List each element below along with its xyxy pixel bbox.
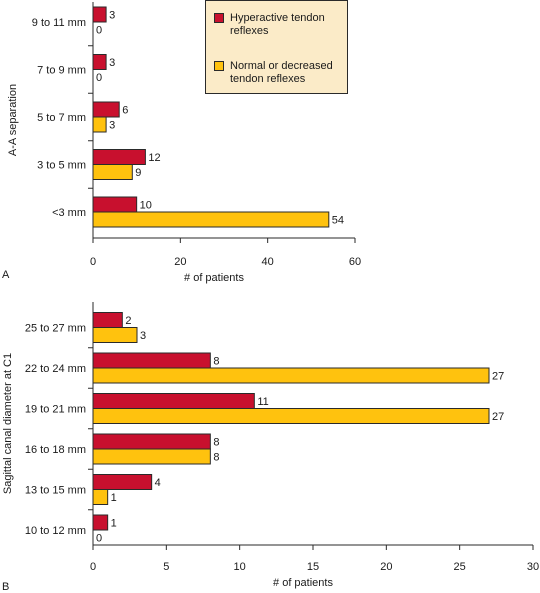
chart-b-bar-normal [92, 489, 109, 505]
chart-a-panel-label: A [2, 269, 10, 281]
chart-a-data-label: 54 [332, 215, 344, 227]
legend-swatch-hyperactive [214, 13, 224, 23]
chart-b-data-label: 27 [492, 411, 504, 423]
chart-b-x-tick-label: 15 [307, 561, 319, 573]
legend-label-normal: Normal or decreased tendon reflexes [230, 60, 333, 85]
chart-a-category-label: 9 to 11 mm [32, 17, 86, 29]
chart-b-data-label: 8 [213, 356, 219, 368]
chart-a-bar-hyperactive [92, 54, 107, 70]
chart-b-bar-hyperactive [92, 433, 211, 450]
chart-a-category-label: 5 to 7 mm [37, 112, 86, 124]
chart-a-data-label: 3 [109, 120, 115, 132]
chart-b-bar-normal [92, 327, 138, 343]
chart-a-bar-hyperactive [92, 196, 138, 213]
chart-a-bar-normal [92, 211, 330, 228]
chart-b-x-axis-title: # of patients [273, 577, 333, 589]
chart-b-data-label: 8 [213, 437, 219, 449]
chart-a-data-label: 9 [135, 167, 141, 179]
chart-b-data-label: 8 [213, 452, 219, 464]
chart-a-y-axis-title: A-A separation [7, 84, 19, 156]
chart-b-data-label: 0 [96, 533, 102, 545]
chart-b-bar-hyperactive [92, 312, 123, 328]
chart-b-x-tick-label: 25 [454, 561, 466, 573]
chart-a-bar-hyperactive [92, 149, 146, 165]
chart-a-data-label: 3 [109, 10, 115, 22]
chart-a-category-label: <3 mm [52, 207, 86, 219]
chart-a-x-tick-label: 20 [174, 256, 186, 268]
chart-a-bar-normal [92, 164, 133, 180]
chart-b-data-label: 1 [111, 492, 117, 504]
chart-b-data-label: 1 [111, 518, 117, 530]
chart-a-x-tick-label: 60 [349, 256, 361, 268]
chart-b-data-label: 27 [492, 371, 504, 383]
chart-b-bar-hyperactive [92, 393, 255, 409]
chart-a-bar-hyperactive [92, 6, 107, 23]
chart-a-category-label: 7 to 9 mm [37, 65, 86, 77]
chart-b-x-tick-label: 30 [527, 561, 539, 573]
chart-b-data-label: 2 [125, 315, 131, 327]
chart-a-data-label: 6 [122, 105, 128, 117]
chart-b-bar-hyperactive [92, 514, 109, 531]
chart-a-category-label: 3 to 5 mm [37, 160, 86, 172]
chart-b-category-label: 10 to 12 mm [25, 525, 86, 537]
chart-b-category-label: 25 to 27 mm [25, 323, 86, 335]
chart-b-panel-label: B [2, 581, 9, 593]
legend-swatch-normal [214, 61, 224, 71]
chart-b-x-tick-label: 5 [163, 561, 169, 573]
legend-label-hyperactive: Hyperactive tendon reflexes [230, 12, 325, 37]
chart-b-x-tick-label: 20 [380, 561, 392, 573]
chart-b-category-label: 22 to 24 mm [25, 363, 86, 375]
chart-a-data-label: 3 [109, 57, 115, 69]
chart-b-bar-normal [92, 448, 211, 465]
chart-a-data-label: 0 [96, 25, 102, 37]
chart-a-bar-normal [92, 116, 107, 133]
chart-a-data-label: 12 [148, 152, 160, 164]
chart-b-x-tick-label: 10 [234, 561, 246, 573]
chart-a-bar-hyperactive [92, 101, 120, 118]
chart-b-bar-normal [92, 367, 490, 384]
chart-b-category-label: 16 to 18 mm [25, 444, 86, 456]
chart-b-bar-hyperactive [92, 474, 153, 490]
chart-legend: Hyperactive tendon reflexes Normal or de… [205, 0, 348, 94]
chart-b-data-label: 3 [140, 330, 146, 342]
chart-b-data-label: 4 [155, 477, 161, 489]
chart-b-category-label: 19 to 21 mm [25, 404, 86, 416]
chart-a-x-axis-title: # of patients [184, 272, 244, 284]
chart-a-x-tick-label: 40 [262, 256, 274, 268]
chart-b-x-tick-label: 0 [90, 561, 96, 573]
chart-b-y-axis-title: Sagittal canal diameter at C1 [2, 353, 14, 494]
chart-b-category-label: 13 to 15 mm [25, 485, 86, 497]
chart-b-bar-hyperactive [92, 352, 211, 369]
chart-a-data-label: 0 [96, 72, 102, 84]
chart-b-bar-normal [92, 408, 490, 424]
chart-a-data-label: 10 [140, 200, 152, 212]
chart-a-x-tick-label: 0 [90, 256, 96, 268]
chart-b-data-label: 11 [257, 396, 268, 408]
